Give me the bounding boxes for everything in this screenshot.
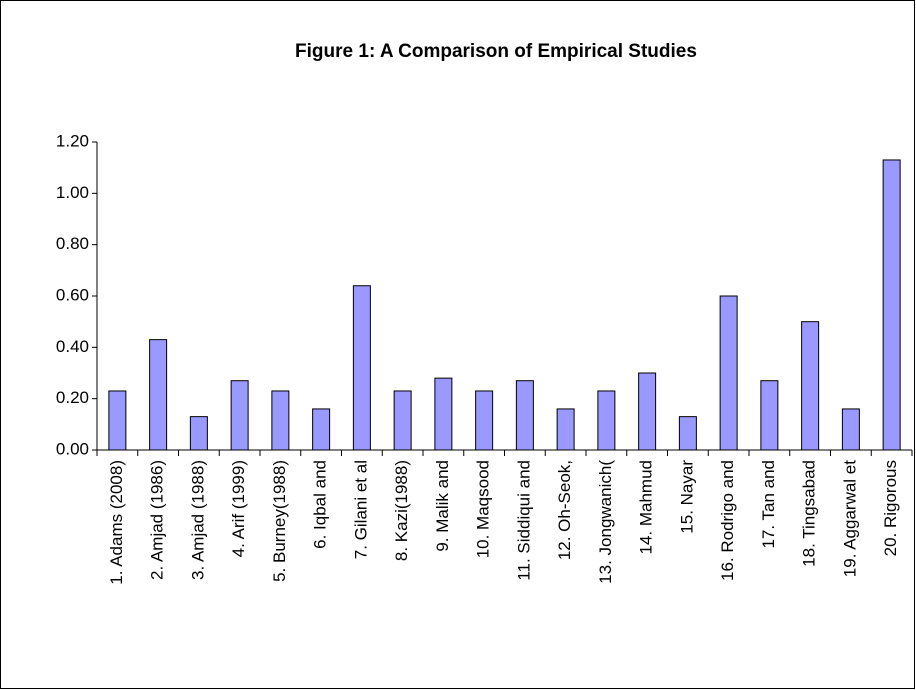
y-tick-label: 0.20: [56, 388, 89, 407]
y-tick-label: 0.60: [56, 285, 89, 304]
bar: [149, 339, 168, 451]
bar: [678, 416, 697, 451]
x-tick-label: 19. Aggarwal et: [840, 460, 859, 577]
x-tick-label: 15. Nayar: [677, 460, 696, 534]
x-tick-label: 8. Kazi(1988): [392, 460, 411, 561]
bar: [271, 390, 290, 451]
x-tick-label: 5. Burney(1988): [270, 460, 289, 582]
bar: [475, 390, 494, 451]
bar: [312, 408, 331, 451]
y-tick-label: 1.20: [56, 131, 89, 150]
x-tick-label: 16. Rodrigo and: [718, 460, 737, 581]
x-tick-label: 6. Iqbal and: [311, 460, 330, 549]
bar: [841, 408, 860, 451]
x-tick-label: 12. Oh-Seok,: [555, 460, 574, 560]
x-tick-label: 20. Rigorous: [881, 460, 900, 556]
x-tick-label: 2. Amjad (1986): [148, 460, 167, 580]
x-tick-label: 10. Maqsood: [474, 460, 493, 558]
bar: [352, 285, 371, 451]
bar: [638, 372, 657, 451]
x-tick-label: 4. Arif (1999): [229, 460, 248, 557]
bar: [801, 321, 820, 451]
bar: [882, 159, 901, 451]
y-tick-label: 0.40: [56, 337, 89, 356]
bar: [189, 416, 208, 451]
x-tick-label: 11. Siddiqui and: [514, 460, 533, 581]
bar: [434, 377, 453, 451]
y-tick-label: 0.00: [56, 439, 89, 458]
x-tick-label: 18. Tingsabad: [800, 460, 819, 567]
x-tick-label: 13. Jongwanich(: [596, 460, 615, 584]
bar: [515, 380, 534, 451]
x-tick-label: 3. Amjad (1988): [188, 460, 207, 580]
x-tick-label: 7. Gilani et al: [351, 460, 370, 559]
bar: [393, 390, 412, 451]
bar: [230, 380, 249, 451]
bar: [760, 380, 779, 451]
bar: [597, 390, 616, 451]
x-tick-label: 1. Adams (2008): [107, 460, 126, 585]
bar: [719, 295, 738, 451]
y-tick-label: 0.80: [56, 234, 89, 253]
x-tick-label: 17. Tan and: [759, 460, 778, 549]
bar: [108, 390, 127, 451]
x-tick-label: 14. Mahmud: [637, 460, 656, 555]
x-tick-label: 9. Malik and: [433, 460, 452, 552]
bar: [556, 408, 575, 451]
y-tick-label: 1.00: [56, 183, 89, 202]
chart-title: Figure 1: A Comparison of Empirical Stud…: [295, 41, 697, 62]
